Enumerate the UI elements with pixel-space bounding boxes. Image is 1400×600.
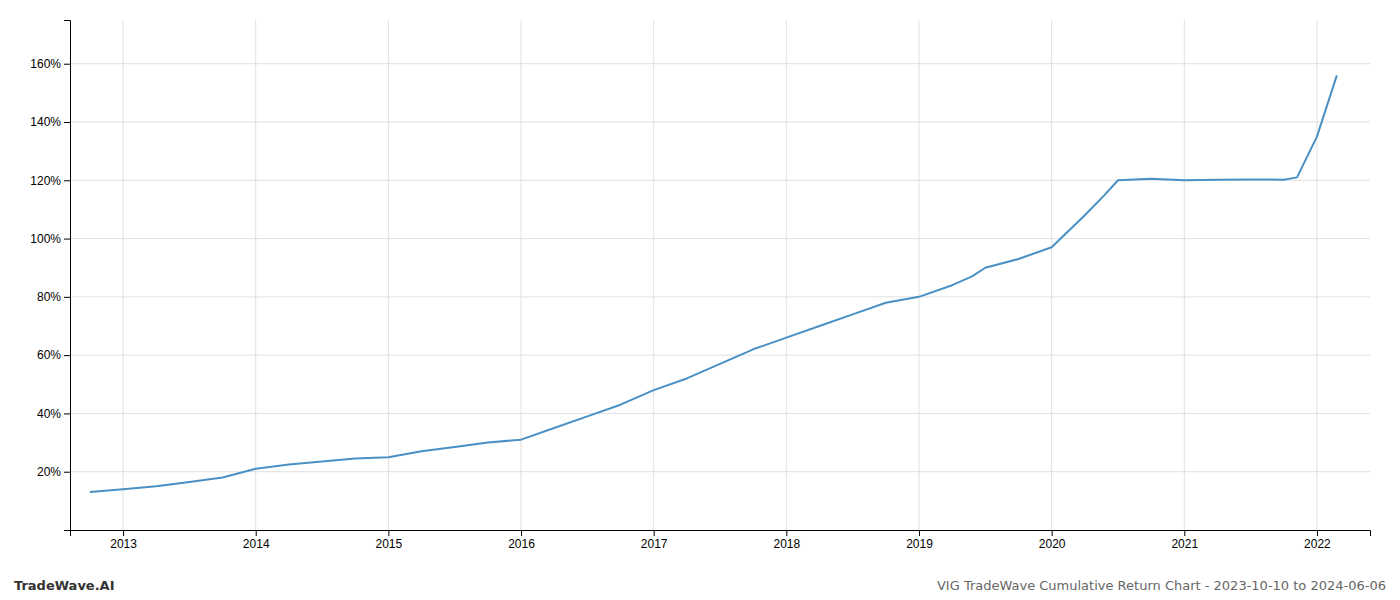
x-tick-label: 2019 [906, 537, 933, 551]
y-tick: 140% [30, 115, 70, 129]
y-tick: 120% [30, 174, 70, 188]
x-tick-label: 2014 [243, 537, 270, 551]
y-tick: 80% [37, 290, 70, 304]
y-tick-mark [64, 239, 70, 240]
grid-line-y [70, 238, 1370, 239]
footer-right: VIG TradeWave Cumulative Return Chart - … [937, 578, 1386, 593]
x-axis-line [71, 531, 1371, 537]
x-tick: 2021 [1171, 530, 1198, 551]
x-tick-mark [256, 530, 257, 536]
grid-line-y [70, 63, 1370, 64]
grid-line-x [255, 20, 256, 530]
grid-line-y [70, 355, 1370, 356]
grid-line-y [70, 122, 1370, 123]
x-tick-label: 2020 [1039, 537, 1066, 551]
x-tick-mark [919, 530, 920, 536]
grid-line-x [388, 20, 389, 530]
y-tick-mark [64, 413, 70, 414]
x-axis: 2013 2014 2015 2016 2017 2018 2019 2020 2021 2022 [71, 530, 1371, 551]
y-axis: 20% 40% 60% 80% 100% 120% 140% 160% [30, 21, 70, 531]
y-tick: 160% [30, 57, 70, 71]
y-tick: 100% [30, 232, 70, 246]
y-tick-label: 160% [30, 57, 61, 71]
x-tick: 2014 [243, 530, 270, 551]
grid-line-x [1051, 20, 1052, 530]
x-tick-label: 2017 [641, 537, 668, 551]
y-tick-label: 120% [30, 174, 61, 188]
y-tick-mark [64, 122, 70, 123]
x-tick-mark [1317, 530, 1318, 536]
x-tick: 2013 [110, 530, 137, 551]
x-tick-label: 2016 [508, 537, 535, 551]
x-tick: 2018 [773, 530, 800, 551]
x-tick-label: 2015 [376, 537, 403, 551]
y-tick-mark [64, 297, 70, 298]
chart: 20% 40% 60% 80% 100% 120% 140% 160% 2013 2014 2015… [0, 0, 1400, 600]
x-tick-label: 2013 [110, 537, 137, 551]
x-tick: 2020 [1039, 530, 1066, 551]
y-tick-label: 60% [37, 348, 61, 362]
x-tick-label: 2022 [1304, 537, 1331, 551]
y-tick-mark [64, 64, 70, 65]
footer-left: TradeWave.AI [14, 578, 115, 593]
grid-line-x [786, 20, 787, 530]
grid-line-x [1316, 20, 1317, 530]
grid-line-y [70, 296, 1370, 297]
y-tick: 20% [37, 465, 70, 479]
line [90, 75, 1337, 492]
x-tick: 2017 [641, 530, 668, 551]
y-axis-line [64, 21, 71, 531]
y-tick-mark [64, 180, 70, 181]
y-tick: 60% [37, 348, 70, 362]
y-tick-mark [64, 472, 70, 473]
grid-line-x [653, 20, 654, 530]
x-tick: 2015 [376, 530, 403, 551]
grid-line-x [1184, 20, 1185, 530]
y-tick-mark [64, 355, 70, 356]
x-tick: 2016 [508, 530, 535, 551]
x-tick-mark [654, 530, 655, 536]
x-tick-label: 2021 [1171, 537, 1198, 551]
x-tick-mark [123, 530, 124, 536]
series [90, 75, 1337, 492]
plot: 20% 40% 60% 80% 100% 120% 140% 160% 2013 2014 2015… [30, 20, 1370, 551]
grid-line-y [70, 413, 1370, 414]
x-tick-mark [1052, 530, 1053, 536]
y-tick-label: 100% [30, 232, 61, 246]
x-tick-label: 2018 [773, 537, 800, 551]
y-tick-label: 80% [37, 290, 61, 304]
grid-line-x [521, 20, 522, 530]
x-tick-mark [1184, 530, 1185, 536]
grid [70, 20, 1370, 530]
y-tick-label: 20% [37, 465, 61, 479]
x-tick-mark [521, 530, 522, 536]
x-tick-mark [786, 530, 787, 536]
y-tick-label: 140% [30, 115, 61, 129]
grid-line-x [123, 20, 124, 530]
x-tick: 2022 [1304, 530, 1331, 551]
x-tick: 2019 [906, 530, 933, 551]
y-tick-label: 40% [37, 407, 61, 421]
x-tick-mark [388, 530, 389, 536]
y-tick: 40% [37, 407, 70, 421]
grid-line-y [70, 471, 1370, 472]
grid-line-x [918, 20, 919, 530]
